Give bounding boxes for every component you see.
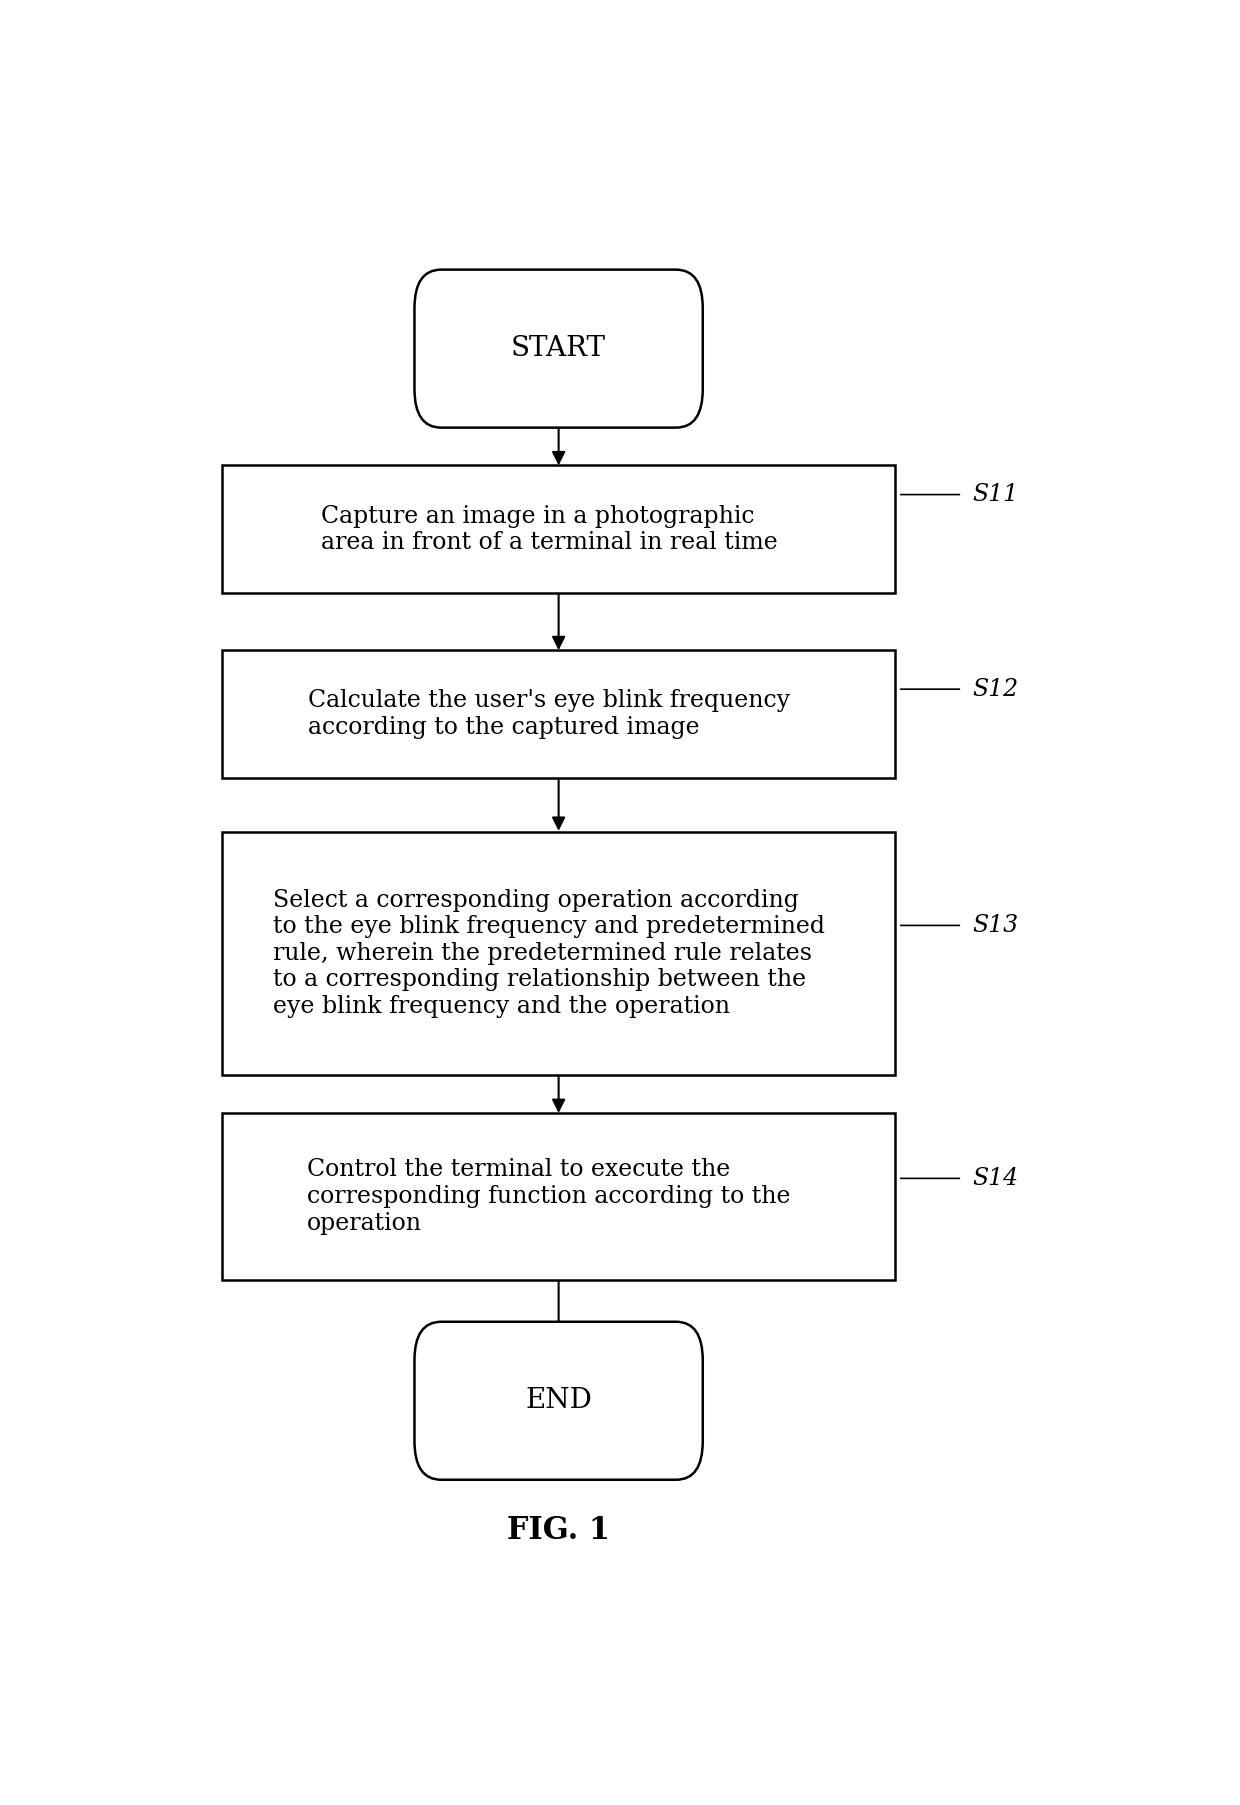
Text: FIG. 1: FIG. 1 xyxy=(507,1514,610,1545)
FancyBboxPatch shape xyxy=(414,269,703,428)
Text: S12: S12 xyxy=(972,677,1018,700)
Text: Select a corresponding operation according
to the eye blink frequency and predet: Select a corresponding operation accordi… xyxy=(273,888,825,1018)
Bar xyxy=(222,832,895,1074)
Text: Calculate the user's eye blink frequency
according to the captured image: Calculate the user's eye blink frequency… xyxy=(308,690,790,738)
FancyBboxPatch shape xyxy=(414,1321,703,1480)
Text: END: END xyxy=(526,1388,591,1415)
Text: S11: S11 xyxy=(972,484,1018,505)
Text: Capture an image in a photographic
area in front of a terminal in real time: Capture an image in a photographic area … xyxy=(321,505,777,554)
Bar xyxy=(222,650,895,778)
Bar xyxy=(222,466,895,594)
Text: S13: S13 xyxy=(972,913,1018,937)
Bar xyxy=(222,1114,895,1280)
Text: START: START xyxy=(511,336,606,363)
Text: S14: S14 xyxy=(972,1166,1018,1189)
Text: Control the terminal to execute the
corresponding function according to the
oper: Control the terminal to execute the corr… xyxy=(308,1159,791,1235)
